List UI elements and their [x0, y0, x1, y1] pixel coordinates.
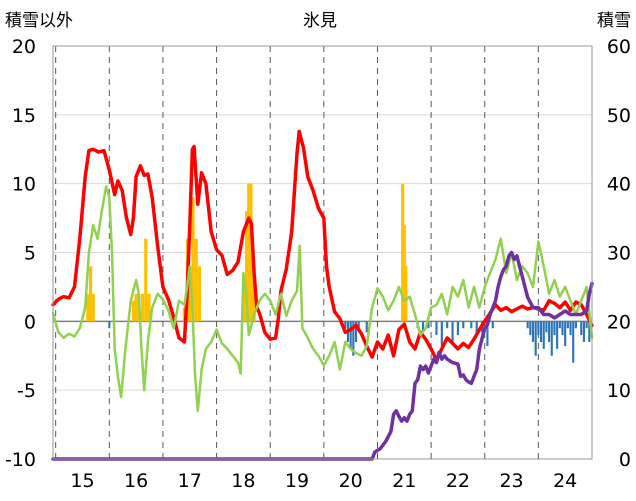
right-tick-label: 10	[607, 380, 631, 402]
precip-bar	[344, 321, 347, 329]
x-tick-label: 20	[339, 470, 363, 492]
precip-bar	[534, 321, 537, 356]
precip-bar	[548, 321, 551, 342]
precip-bar	[197, 266, 202, 322]
left-tick-label: 5	[24, 243, 36, 265]
precip-bar	[564, 321, 567, 347]
left-tick-label: 10	[12, 174, 36, 196]
series-line	[51, 250, 594, 461]
x-tick-label: 15	[70, 470, 94, 492]
precip-bar	[462, 321, 465, 329]
precip-bar	[91, 293, 95, 322]
precip-bar	[194, 238, 198, 322]
precip-bar	[134, 293, 138, 322]
left-axis-title: 積雪以外	[5, 11, 73, 31]
left-tick-label: 15	[12, 105, 36, 127]
x-tick-label: 17	[178, 470, 202, 492]
left-tick-label: -5	[17, 380, 36, 402]
precip-bar	[354, 321, 358, 342]
precip-bar	[566, 321, 569, 329]
precip-bar	[147, 293, 151, 322]
right-tick-label: 30	[607, 243, 631, 265]
precip-bar	[542, 321, 545, 349]
x-tick-label: 22	[446, 470, 470, 492]
precip-bar	[537, 321, 540, 336]
left-tick-label: -10	[5, 449, 36, 471]
precip-bar	[421, 321, 425, 333]
precip-bar	[427, 321, 430, 329]
chart-title: 氷見	[303, 11, 337, 31]
series-line	[51, 185, 594, 413]
precip-bar	[550, 321, 553, 356]
precip-bar	[558, 321, 561, 329]
precip-bar	[526, 321, 529, 329]
precip-bar	[561, 321, 564, 336]
precip-bar	[574, 321, 577, 329]
precip-bar	[144, 238, 148, 322]
precip-bar	[245, 211, 249, 322]
precip-bar	[357, 321, 360, 329]
grid-lines	[53, 45, 592, 460]
series-lines	[51, 129, 594, 461]
right-tick-label: 0	[619, 449, 631, 471]
precip-bar	[352, 321, 355, 356]
left-tick-label: 0	[24, 311, 36, 333]
precip-bar	[131, 300, 136, 322]
precip-bar	[491, 321, 494, 329]
precip-bar	[572, 321, 575, 363]
precip-bar	[588, 321, 591, 342]
precip-bar	[470, 321, 473, 329]
precip-bar	[486, 321, 489, 347]
precip-bar	[88, 266, 93, 322]
right-tick-label: 60	[607, 36, 631, 58]
x-tick-label: 24	[553, 470, 577, 492]
precip-bar	[140, 293, 145, 322]
precip-bar	[475, 321, 478, 336]
right-tick-label: 40	[607, 174, 631, 196]
precip-bar	[247, 183, 251, 322]
x-tick-label: 19	[285, 470, 309, 492]
precip-bar	[404, 266, 408, 322]
precip-bar	[556, 321, 559, 349]
x-tick-label: 21	[392, 470, 416, 492]
precip-bar	[569, 321, 572, 336]
x-tick-label: 18	[231, 470, 255, 492]
right-axis-title: 積雪	[597, 11, 631, 31]
precip-bar	[580, 321, 583, 336]
precip-bar	[585, 321, 588, 329]
precip-bar	[553, 321, 556, 336]
right-tick-label: 50	[607, 105, 631, 127]
precip-bar	[188, 266, 192, 322]
precip-bar	[582, 321, 586, 342]
precip-bar	[446, 321, 449, 329]
precip-bar	[529, 321, 532, 336]
precip-bar	[249, 183, 253, 322]
plot-frame	[52, 45, 593, 460]
precip-bar	[108, 321, 111, 329]
precip-bar	[531, 321, 535, 342]
precip-bar	[545, 321, 548, 333]
precip-bar	[539, 321, 543, 342]
precip-bar	[365, 321, 368, 333]
right-tick-label: 20	[607, 311, 631, 333]
axis-ticks: -10 -5 0 5 10 15 20 0 10 20 30 40 50 60 15 16 17 18 19 20 21…	[5, 36, 631, 492]
x-tick-label: 16	[124, 470, 148, 492]
left-tick-label: 20	[12, 36, 36, 58]
precip-bar	[191, 197, 195, 322]
precip-bar	[456, 321, 459, 336]
precip-bar	[242, 280, 247, 322]
precip-bar	[451, 321, 454, 342]
precip-bar	[86, 293, 90, 322]
precip-bar	[349, 321, 352, 349]
precip-bar	[435, 321, 438, 336]
series-line	[51, 129, 594, 362]
x-tick-label: 23	[499, 470, 523, 492]
precip-bar	[440, 321, 443, 347]
